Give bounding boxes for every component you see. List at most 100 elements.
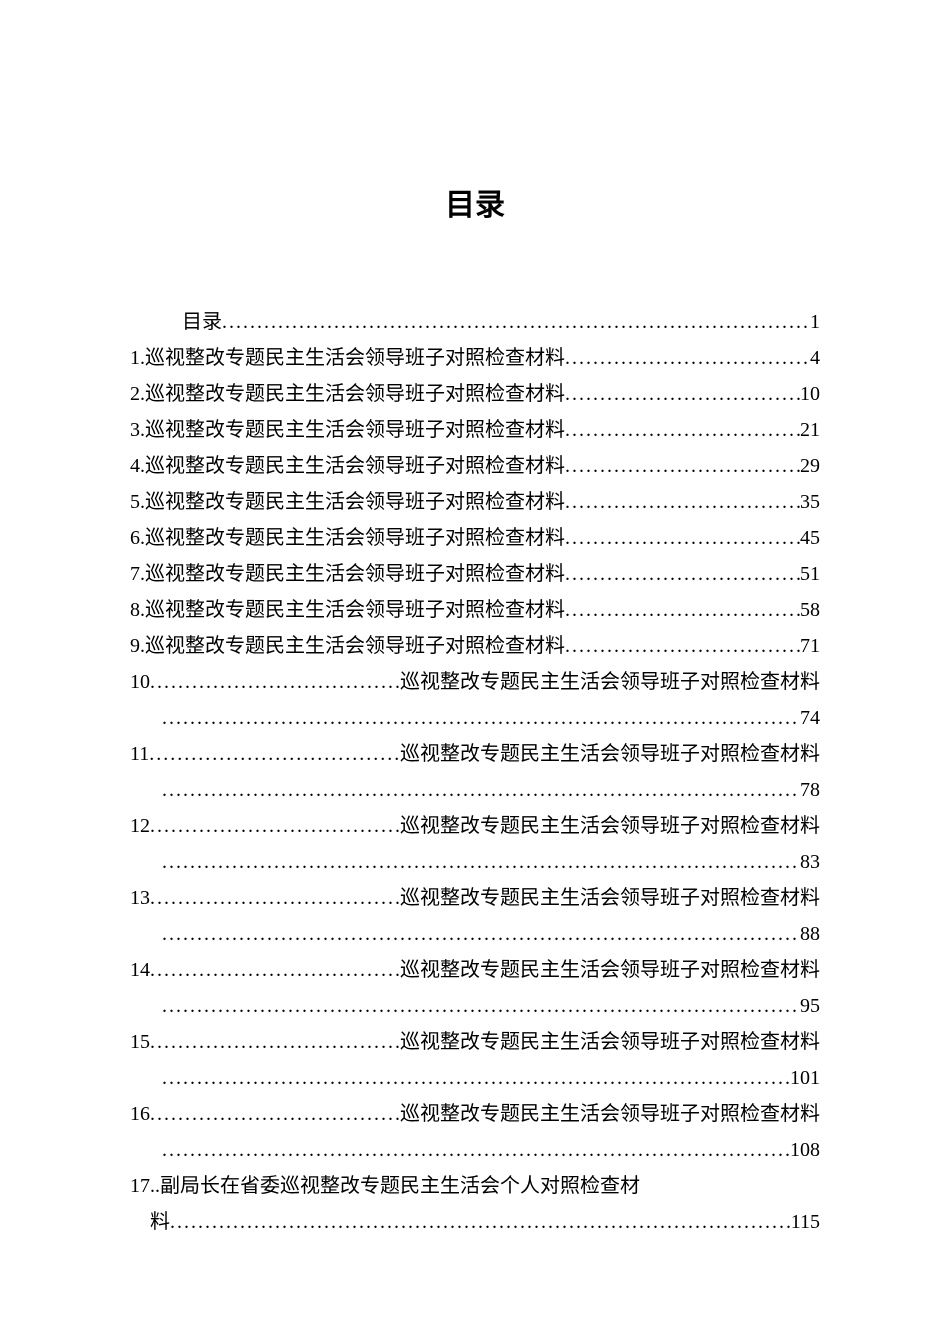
toc-num: 16 (130, 1096, 150, 1132)
toc-text: 巡视整改专题民主生活会领导班子对照检查材料 (145, 556, 565, 592)
toc-page: 10 (800, 376, 820, 412)
toc-dots (162, 844, 800, 880)
toc-page: 101 (790, 1060, 820, 1096)
toc-text: 巡视整改专题民主生活会领导班子对照检查材料 (400, 952, 820, 988)
toc-entry-multi: 11 巡视整改专题民主生活会领导班子对照检查材料 78 (130, 736, 820, 808)
toc-dots (150, 1024, 400, 1060)
toc-text: 巡视整改专题民主生活会领导班子对照检查材料 (145, 376, 565, 412)
toc-dots (565, 628, 800, 664)
toc-entry-multi: 13 巡视整改专题民主生活会领导班子对照检查材料 88 (130, 880, 820, 952)
toc-dots (162, 988, 800, 1024)
toc-entry: 9. 巡视整改专题民主生活会领导班子对照检查材料 71 (130, 628, 820, 664)
toc-text: 巡视整改专题民主生活会领导班子对照检查材料 (400, 1024, 820, 1060)
toc-text: 巡视整改专题民主生活会领导班子对照检查材料 (145, 340, 565, 376)
toc-dots (162, 772, 800, 808)
toc-num: 1. (130, 340, 145, 376)
toc-dots (150, 808, 400, 844)
toc-num: 4. (130, 448, 145, 484)
toc-dots (149, 736, 400, 772)
toc-multi-line2: 74 (130, 700, 820, 736)
toc-page: 21 (800, 412, 820, 448)
toc-multi-line2: 78 (130, 772, 820, 808)
toc-multi-line1: 10 巡视整改专题民主生活会领导班子对照检查材料 (130, 664, 820, 700)
toc-num: 5. (130, 484, 145, 520)
toc-entry: 6. 巡视整改专题民主生活会领导班子对照检查材料 45 (130, 520, 820, 556)
toc-entry: 2. 巡视整改专题民主生活会领导班子对照检查材料 10 (130, 376, 820, 412)
toc-dots (162, 1060, 790, 1096)
toc-dots (162, 700, 800, 736)
toc-multi-line1: 17.. 副局长在省委巡视整改专题民主生活会个人对照检查材 (130, 1168, 820, 1204)
toc-page: 83 (800, 844, 820, 880)
toc-dots (222, 304, 810, 340)
toc-dots (565, 556, 800, 592)
toc-page: 51 (800, 556, 820, 592)
toc-entry: 7. 巡视整改专题民主生活会领导班子对照检查材料 51 (130, 556, 820, 592)
toc-text: 巡视整改专题民主生活会领导班子对照检查材料 (400, 1096, 820, 1132)
toc-num: 3. (130, 412, 145, 448)
toc-page: 88 (800, 916, 820, 952)
toc-text: 副局长在省委巡视整改专题民主生活会个人对照检查材 (160, 1168, 640, 1204)
toc-text: 巡视整改专题民主生活会领导班子对照检查材料 (145, 412, 565, 448)
toc-multi-line2: 95 (130, 988, 820, 1024)
toc-num: 12 (130, 808, 150, 844)
toc-multi-line2: 108 (130, 1132, 820, 1168)
toc-entry-multi: 10 巡视整改专题民主生活会领导班子对照检查材料 74 (130, 664, 820, 736)
toc-entry: 4. 巡视整改专题民主生活会领导班子对照检查材料 29 (130, 448, 820, 484)
toc-dots (565, 592, 800, 628)
toc-page: 29 (800, 448, 820, 484)
toc-text: 巡视整改专题民主生活会领导班子对照检查材料 (145, 484, 565, 520)
toc-num: 13 (130, 880, 150, 916)
toc-num: 17.. (130, 1168, 160, 1204)
toc-dots (565, 340, 810, 376)
toc-dots (150, 664, 400, 700)
toc-num: 11 (130, 736, 149, 772)
toc-num: 6. (130, 520, 145, 556)
toc-entry: 8. 巡视整改专题民主生活会领导班子对照检查材料 58 (130, 592, 820, 628)
toc-dots (565, 448, 800, 484)
toc-entry-multi: 14 巡视整改专题民主生活会领导班子对照检查材料 95 (130, 952, 820, 1024)
toc-multi-line1: 13 巡视整改专题民主生活会领导班子对照检查材料 (130, 880, 820, 916)
toc-num: 14 (130, 952, 150, 988)
toc-dots (565, 484, 800, 520)
toc-num: 7. (130, 556, 145, 592)
toc-multi-line2: 101 (130, 1060, 820, 1096)
toc-page: 108 (790, 1132, 820, 1168)
toc-entry-multi: 16 巡视整改专题民主生活会领导班子对照检查材料 108 (130, 1096, 820, 1168)
toc-text: 巡视整改专题民主生活会领导班子对照检查材料 (145, 520, 565, 556)
toc-text: 料 (150, 1204, 170, 1240)
toc-multi-line2: 料 115 (130, 1204, 820, 1240)
toc-page: 115 (791, 1204, 820, 1240)
toc-num: 15 (130, 1024, 150, 1060)
toc-text: 巡视整改专题民主生活会领导班子对照检查材料 (400, 664, 820, 700)
toc-page: 74 (800, 700, 820, 736)
toc-multi-line1: 14 巡视整改专题民主生活会领导班子对照检查材料 (130, 952, 820, 988)
toc-entry: 3. 巡视整改专题民主生活会领导班子对照检查材料 21 (130, 412, 820, 448)
toc-dots (162, 1132, 790, 1168)
toc-multi-line2: 83 (130, 844, 820, 880)
toc-page: 35 (800, 484, 820, 520)
toc-entry-mulu: 目录 1 (130, 304, 820, 340)
toc-page: 4 (810, 340, 820, 376)
toc-page: 45 (800, 520, 820, 556)
toc-text: 巡视整改专题民主生活会领导班子对照检查材料 (145, 448, 565, 484)
toc-dots (565, 412, 800, 448)
toc-num: 10 (130, 664, 150, 700)
toc-dots (170, 1204, 791, 1240)
page-title: 目录 (130, 180, 820, 224)
toc-text: 巡视整改专题民主生活会领导班子对照检查材料 (145, 628, 565, 664)
toc-multi-line1: 12 巡视整改专题民主生活会领导班子对照检查材料 (130, 808, 820, 844)
toc-list: 目录 1 1. 巡视整改专题民主生活会领导班子对照检查材料 4 2. 巡视整改专… (130, 304, 820, 1240)
toc-dots (150, 880, 400, 916)
toc-multi-line1: 16 巡视整改专题民主生活会领导班子对照检查材料 (130, 1096, 820, 1132)
toc-text: 巡视整改专题民主生活会领导班子对照检查材料 (400, 808, 820, 844)
toc-entry: 1. 巡视整改专题民主生活会领导班子对照检查材料 4 (130, 340, 820, 376)
toc-dots (150, 952, 400, 988)
toc-dots (150, 1096, 400, 1132)
toc-dots (565, 520, 800, 556)
toc-page: 58 (800, 592, 820, 628)
toc-dots (162, 916, 800, 952)
toc-page: 78 (800, 772, 820, 808)
toc-multi-line1: 15 巡视整改专题民主生活会领导班子对照检查材料 (130, 1024, 820, 1060)
toc-dots (565, 376, 800, 412)
toc-page: 95 (800, 988, 820, 1024)
